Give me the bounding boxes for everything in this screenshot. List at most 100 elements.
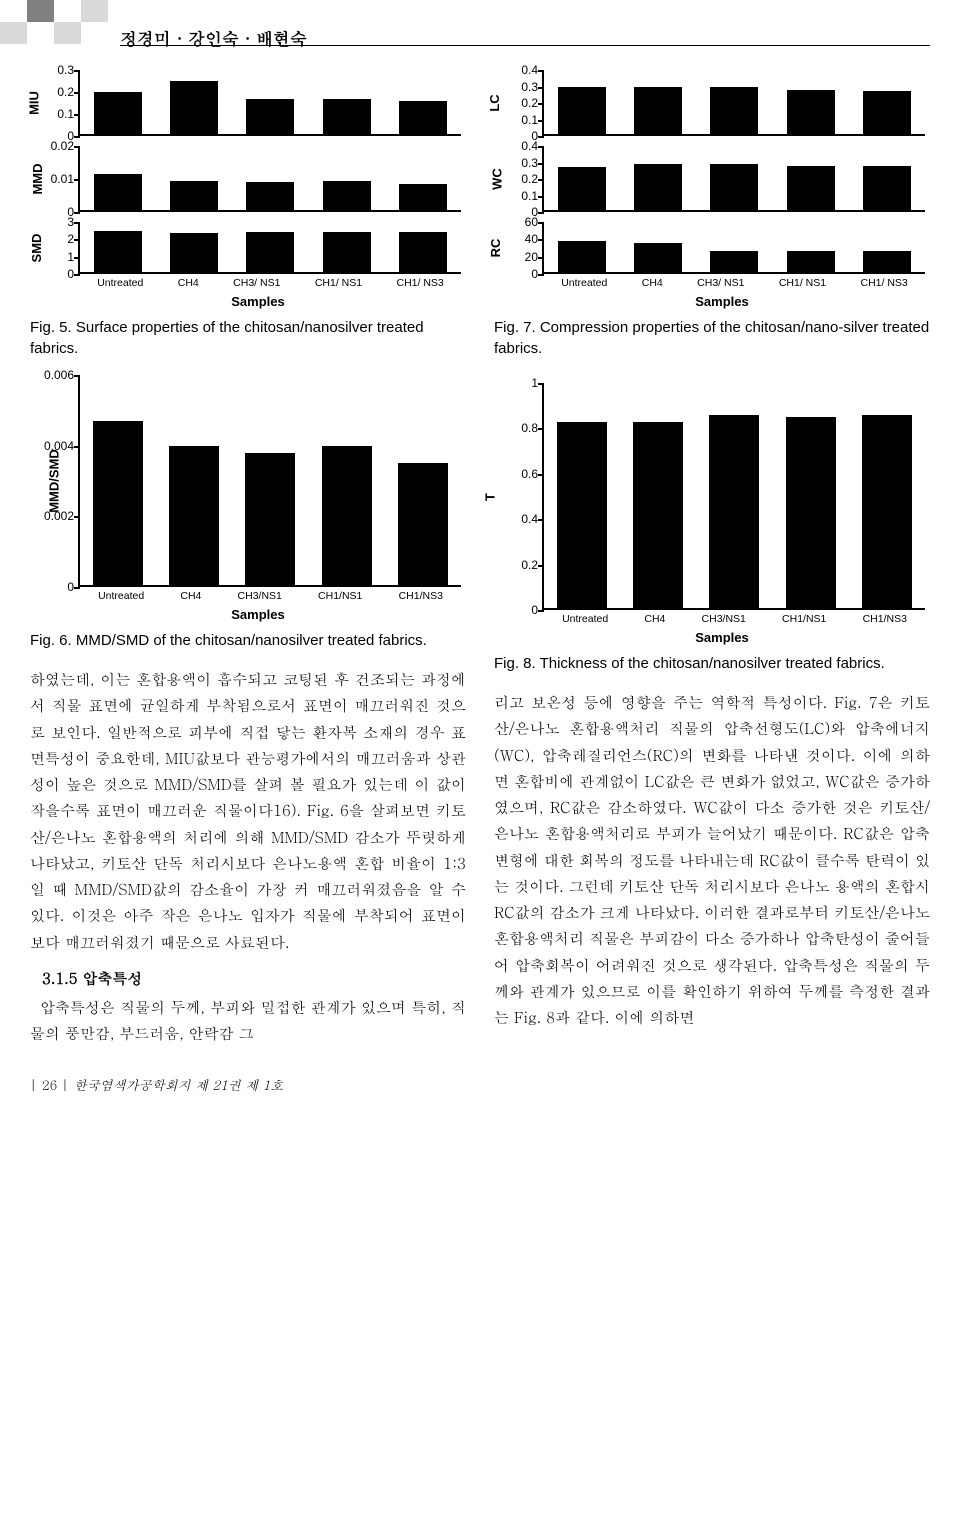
chart-miu: MIU00.10.20.3 <box>30 70 466 140</box>
chart-wc: WC00.10.20.30.4 <box>494 146 930 216</box>
y-tick-label: 0.1 <box>30 107 74 121</box>
y-axis-label: MMD/SMD <box>46 449 61 513</box>
y-tick-label: 0 <box>30 267 74 281</box>
bar <box>558 241 606 274</box>
y-tick-label: 0 <box>494 267 538 281</box>
x-tick-label: CH3/NS1 <box>238 590 282 602</box>
bar <box>399 184 447 212</box>
y-tick-label: 0.3 <box>494 156 538 170</box>
y-tick-label: 0 <box>30 580 74 594</box>
y-tick-label: 0.01 <box>30 172 74 186</box>
bar <box>710 164 758 212</box>
chart-mmdsmd: MMD/SMD00.0020.0040.006UntreatedCH4CH3/N… <box>30 375 466 605</box>
samples-label: Samples <box>514 294 930 309</box>
bar <box>93 421 143 587</box>
y-axis-label: T <box>482 493 497 501</box>
y-tick-label: 60 <box>494 215 538 229</box>
x-tick-label: CH4 <box>180 590 201 602</box>
fig8-caption: Fig. 8. Thickness of the chitosan/nanosi… <box>494 653 930 674</box>
bar <box>399 101 447 136</box>
bar <box>787 251 835 274</box>
y-tick-label: 2 <box>30 232 74 246</box>
y-tick-label: 0.1 <box>494 113 538 127</box>
header-rule <box>120 45 930 46</box>
y-tick-label: 0.6 <box>494 467 538 481</box>
bar <box>634 243 682 274</box>
x-tick-label: Untreated <box>562 613 608 625</box>
bar <box>170 81 218 136</box>
bar <box>323 181 371 212</box>
bar <box>634 87 682 137</box>
x-tick-label: CH3/ NS1 <box>233 277 280 289</box>
bar <box>863 91 911 136</box>
bar <box>170 233 218 274</box>
y-tick-label: 0.1 <box>494 189 538 203</box>
x-tick-label: CH1/ NS1 <box>315 277 362 289</box>
y-tick-label: 0.004 <box>30 439 74 453</box>
fig7-caption: Fig. 7. Compression properties of the ch… <box>494 317 930 359</box>
bar <box>558 167 606 212</box>
bar <box>322 446 372 587</box>
authors: 정경미 · 강인숙 · 배현숙 <box>120 26 307 50</box>
bar <box>633 422 683 610</box>
bar <box>170 181 218 212</box>
y-tick-label: 3 <box>30 215 74 229</box>
y-tick-label: 20 <box>494 250 538 264</box>
x-tick-label: CH3/NS1 <box>702 613 746 625</box>
x-tick-label: CH4 <box>642 277 663 289</box>
chart-smd: SMD0123UntreatedCH4CH3/ NS1CH1/ NS1CH1/ … <box>30 222 466 292</box>
header-decoration <box>0 0 110 44</box>
bar <box>245 453 295 587</box>
bar <box>398 463 448 587</box>
samples-label: Samples <box>50 294 466 309</box>
bar <box>246 99 294 136</box>
bar <box>709 415 759 610</box>
x-tick-label: Untreated <box>97 277 143 289</box>
y-tick-label: 0.2 <box>494 172 538 186</box>
bar <box>710 87 758 137</box>
bar <box>399 232 447 274</box>
chart-rc: RC0204060UntreatedCH4CH3/ NS1CH1/ NS1CH1… <box>494 222 930 292</box>
journal-name: 한국염색가공학회지 제 21권 제 1호 <box>74 1075 284 1094</box>
bar <box>94 174 142 212</box>
y-tick-label: 0.4 <box>494 63 538 77</box>
y-tick-label: 1 <box>494 376 538 390</box>
y-tick-label: 0.3 <box>494 80 538 94</box>
y-tick-label: 0.2 <box>494 96 538 110</box>
x-tick-label: CH1/ NS3 <box>861 277 908 289</box>
y-tick-label: 1 <box>30 250 74 264</box>
samples-label: Samples <box>50 607 466 622</box>
x-tick-label: CH3/ NS1 <box>697 277 744 289</box>
bar <box>169 446 219 587</box>
fig5-caption: Fig. 5. Surface properties of the chitos… <box>30 317 466 359</box>
bar <box>558 87 606 137</box>
x-tick-label: CH1/ NS3 <box>397 277 444 289</box>
y-tick-label: 0.002 <box>30 509 74 523</box>
body-paragraph: 하였는데, 이는 혼합용액이 흡수되고 코팅된 후 건조되는 과정에서 직물 표… <box>30 667 466 956</box>
y-tick-label: 0.2 <box>494 558 538 572</box>
y-tick-label: 0.8 <box>494 421 538 435</box>
samples-label: Samples <box>514 630 930 645</box>
y-tick-label: 0.02 <box>30 139 74 153</box>
bar <box>787 90 835 136</box>
x-tick-label: CH1/NS3 <box>863 613 907 625</box>
chart-lc: LC00.10.20.30.4 <box>494 70 930 140</box>
page-footer: | 26 | 한국염색가공학회지 제 21권 제 1호 <box>0 1075 960 1094</box>
bar <box>862 415 912 610</box>
x-tick-label: CH1/NS1 <box>318 590 362 602</box>
x-tick-label: CH1/NS3 <box>399 590 443 602</box>
page-header: 정경미 · 강인숙 · 배현숙 <box>0 0 960 70</box>
x-tick-label: Untreated <box>98 590 144 602</box>
bar <box>863 251 911 274</box>
bar <box>323 232 371 274</box>
x-tick-label: CH4 <box>178 277 199 289</box>
bar <box>786 417 836 610</box>
y-tick-label: 0.4 <box>494 512 538 526</box>
bar <box>787 166 835 212</box>
body-paragraph: 리고 보온성 등에 영향을 주는 역학적 특성이다. Fig. 7은 키토산/은… <box>494 690 930 1031</box>
chart-mmd: MMD00.010.02 <box>30 146 466 216</box>
bar <box>246 232 294 274</box>
left-column: MIU00.10.20.3 MMD00.010.02 SMD0123Untrea… <box>30 70 466 1047</box>
bar <box>94 231 142 274</box>
fig6-caption: Fig. 6. MMD/SMD of the chitosan/nanosilv… <box>30 630 466 651</box>
